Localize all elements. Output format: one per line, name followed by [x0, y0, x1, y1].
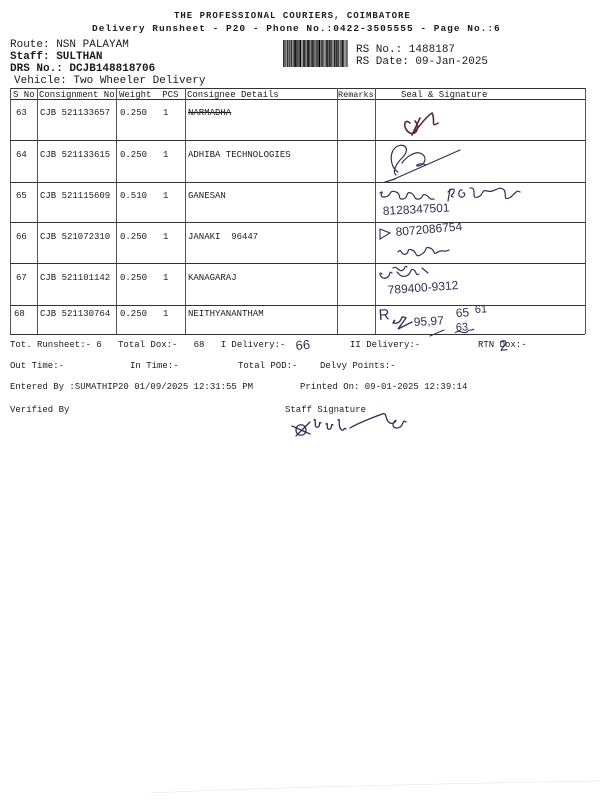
svg-text:2: 2: [499, 337, 509, 355]
svg-text:66: 66: [295, 337, 311, 353]
